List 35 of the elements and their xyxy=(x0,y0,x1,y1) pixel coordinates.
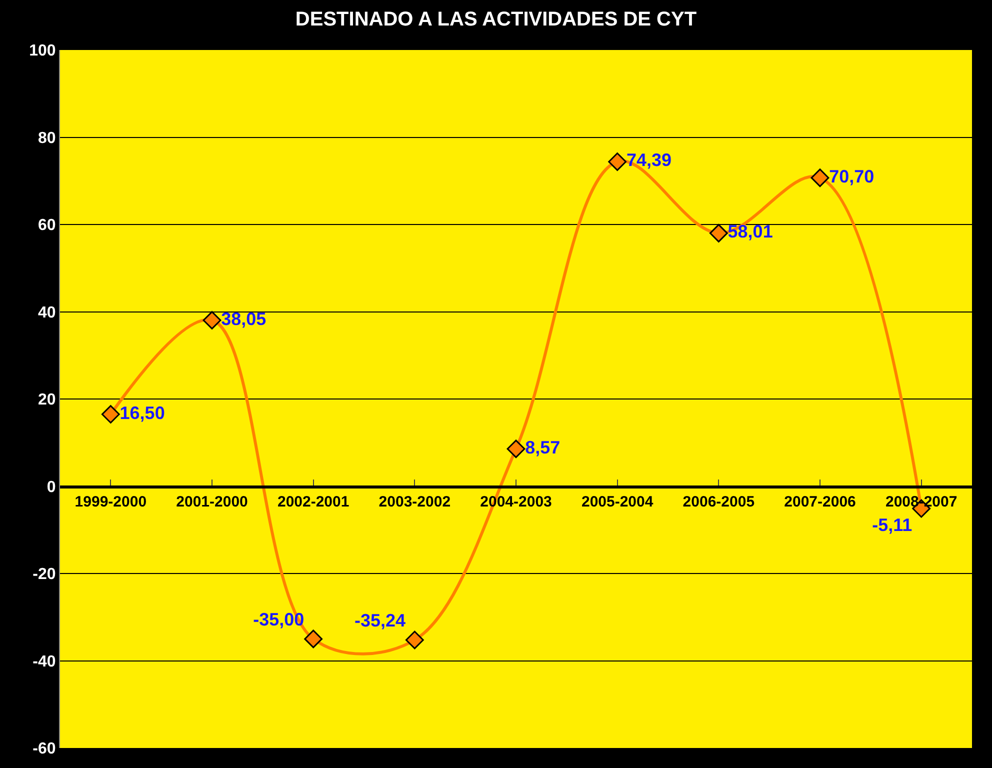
x-tick-label: 2001-2000 xyxy=(176,493,248,510)
x-tick-label: 2002-2001 xyxy=(277,493,350,510)
data-label: 38,05 xyxy=(221,308,266,329)
y-tick-label: 40 xyxy=(38,304,56,322)
x-tick-label: 2006-2005 xyxy=(682,493,755,510)
y-tick-label: 100 xyxy=(29,42,56,60)
x-tick-label: 2003-2002 xyxy=(378,493,451,510)
y-tick-label: -60 xyxy=(32,740,56,758)
data-label: 70,70 xyxy=(829,166,874,186)
y-tick-label: -40 xyxy=(32,653,56,670)
data-label: 16,50 xyxy=(120,402,165,423)
point xyxy=(202,311,222,330)
y-tick-label: 80 xyxy=(38,130,56,147)
point xyxy=(101,405,120,424)
point xyxy=(304,630,323,648)
data-label: 8,57 xyxy=(525,437,560,458)
y-tick-label: 60 xyxy=(38,217,56,234)
point xyxy=(709,224,728,242)
point xyxy=(810,168,830,188)
point xyxy=(608,152,627,171)
x-tick-label: 2005-2004 xyxy=(581,493,654,510)
x-tick-label: 2004-2003 xyxy=(480,493,552,510)
x-tick-label: 2007-2006 xyxy=(784,493,856,510)
data-label: -35,24 xyxy=(354,610,406,630)
x-tick-label: 1999-2000 xyxy=(74,493,147,510)
data-label: 58,01 xyxy=(728,222,773,242)
data-label: 74,39 xyxy=(626,150,672,170)
point xyxy=(405,630,424,650)
y-tick-label: -20 xyxy=(32,566,56,584)
data-label: -5,11 xyxy=(872,515,912,536)
point xyxy=(506,440,526,458)
chart-title: DESTINADO A LAS ACTIVIDADES DE CYT xyxy=(295,8,697,31)
data-label: -35,00 xyxy=(253,609,304,630)
y-tick-label: 20 xyxy=(38,392,56,409)
y-tick-label: 0 xyxy=(46,478,56,496)
